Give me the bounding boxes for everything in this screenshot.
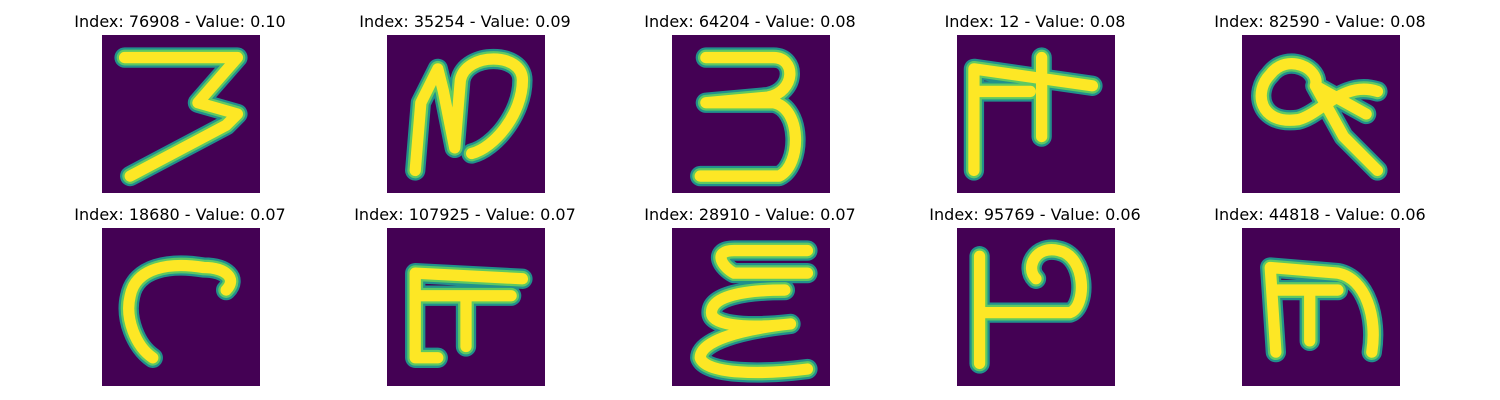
digit-stroke — [694, 244, 814, 379]
digit-stroke — [968, 51, 1099, 177]
digit-stroke — [409, 53, 529, 177]
image-title: Index: 76908 - Value: 0.10 — [74, 12, 286, 31]
digit-stroke — [118, 51, 244, 182]
digit-image — [387, 228, 545, 386]
image-title: Index: 35254 - Value: 0.09 — [359, 12, 571, 31]
image-cell-2: Index: 35254 - Value: 0.09 — [315, 12, 615, 202]
digit-stroke — [694, 51, 802, 182]
image-cell-8: Index: 28910 - Value: 0.07 — [600, 205, 900, 395]
digit-image — [672, 35, 830, 193]
image-cell-9: Index: 95769 - Value: 0.06 — [885, 205, 1185, 395]
digit-stroke — [1264, 261, 1379, 358]
digit-image — [957, 228, 1115, 386]
digit-image — [1242, 35, 1400, 193]
digit-image — [1242, 228, 1400, 386]
image-title: Index: 44818 - Value: 0.06 — [1214, 205, 1426, 224]
image-cell-6: Index: 18680 - Value: 0.07 — [30, 205, 330, 395]
image-title: Index: 64204 - Value: 0.08 — [644, 12, 856, 31]
image-cell-3: Index: 64204 - Value: 0.08 — [600, 12, 900, 202]
digit-image — [957, 35, 1115, 193]
image-cell-10: Index: 44818 - Value: 0.06 — [1170, 205, 1470, 395]
digit-stroke — [1255, 58, 1384, 177]
image-title: Index: 107925 - Value: 0.07 — [354, 205, 576, 224]
digit-image — [102, 35, 260, 193]
image-title: Index: 28910 - Value: 0.07 — [644, 205, 856, 224]
image-cell-5: Index: 82590 - Value: 0.08 — [1170, 12, 1470, 202]
image-cell-4: Index: 12 - Value: 0.08 — [885, 12, 1185, 202]
digit-image — [102, 228, 260, 386]
digit-stroke — [973, 244, 1087, 370]
digit-stroke — [123, 259, 237, 364]
image-title: Index: 82590 - Value: 0.08 — [1214, 12, 1426, 31]
image-title: Index: 18680 - Value: 0.07 — [74, 205, 286, 224]
digit-image — [387, 35, 545, 193]
digit-image — [672, 228, 830, 386]
image-title: Index: 12 - Value: 0.08 — [944, 12, 1126, 31]
image-cell-1: Index: 76908 - Value: 0.10 — [30, 12, 330, 202]
image-title: Index: 95769 - Value: 0.06 — [929, 205, 1141, 224]
digit-stroke — [409, 267, 529, 364]
image-cell-7: Index: 107925 - Value: 0.07 — [315, 205, 615, 395]
